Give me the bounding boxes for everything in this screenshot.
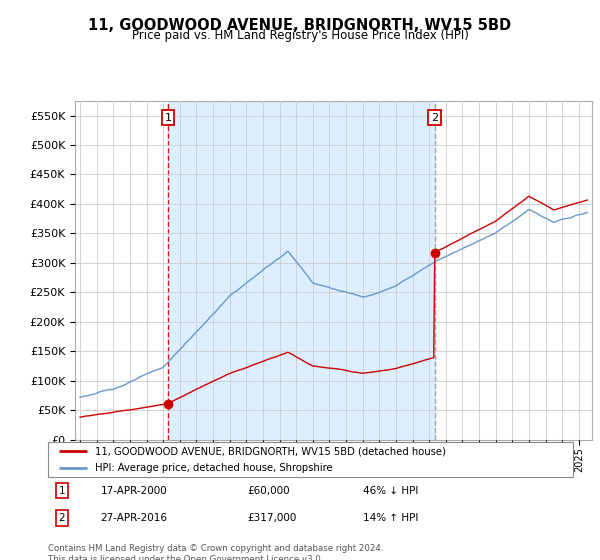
Text: 17-APR-2000: 17-APR-2000 (101, 486, 167, 496)
Text: 2: 2 (431, 113, 438, 123)
Text: Price paid vs. HM Land Registry's House Price Index (HPI): Price paid vs. HM Land Registry's House … (131, 29, 469, 42)
Text: 1: 1 (59, 486, 65, 496)
Bar (168, 101, 434, 440)
Text: 2: 2 (59, 513, 65, 523)
Text: Contains HM Land Registry data © Crown copyright and database right 2024.
This d: Contains HM Land Registry data © Crown c… (48, 544, 383, 560)
Text: £60,000: £60,000 (248, 486, 290, 496)
Text: £317,000: £317,000 (248, 513, 297, 523)
Text: 27-APR-2016: 27-APR-2016 (101, 513, 167, 523)
Text: 14% ↑ HPI: 14% ↑ HPI (363, 513, 418, 523)
Text: 46% ↓ HPI: 46% ↓ HPI (363, 486, 418, 496)
Text: 1: 1 (164, 113, 172, 123)
Text: 11, GOODWOOD AVENUE, BRIDGNORTH, WV15 5BD (detached house): 11, GOODWOOD AVENUE, BRIDGNORTH, WV15 5B… (95, 446, 446, 456)
Text: HPI: Average price, detached house, Shropshire: HPI: Average price, detached house, Shro… (95, 463, 333, 473)
Text: 11, GOODWOOD AVENUE, BRIDGNORTH, WV15 5BD: 11, GOODWOOD AVENUE, BRIDGNORTH, WV15 5B… (88, 18, 512, 33)
